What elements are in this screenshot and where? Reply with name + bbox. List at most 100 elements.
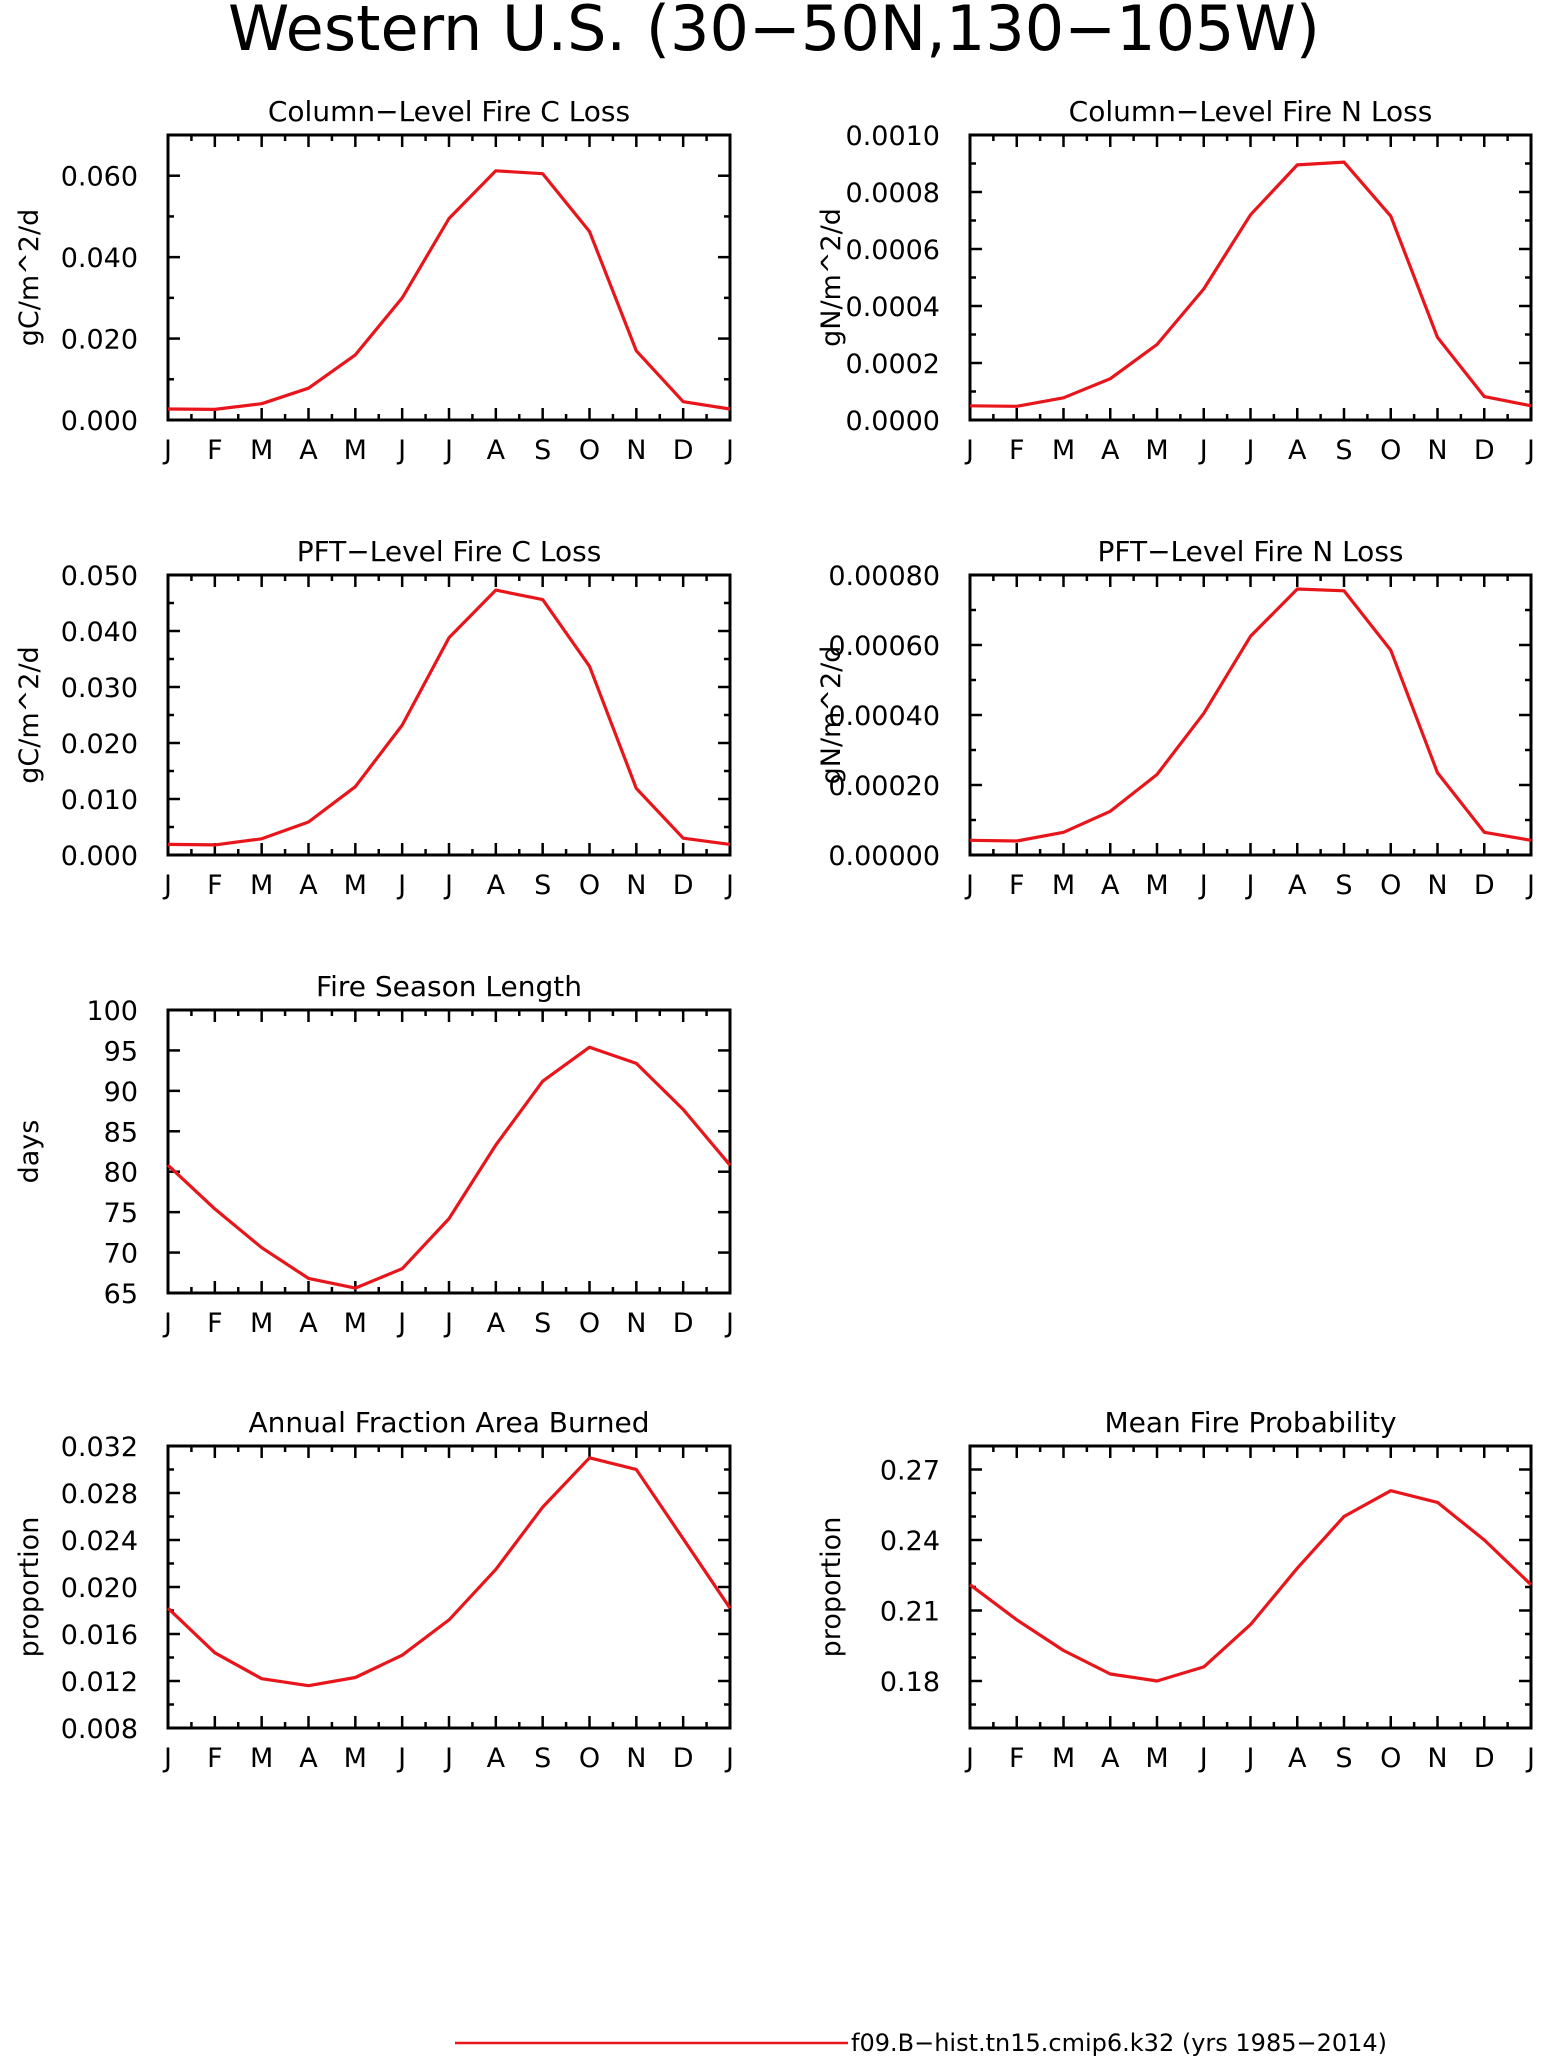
- y-tick-label: 0.020: [61, 1573, 138, 1604]
- y-tick-label: 0.020: [61, 729, 138, 760]
- x-tick-label: J: [443, 1308, 453, 1339]
- x-tick-label: D: [673, 435, 694, 466]
- x-tick-label: J: [1525, 870, 1535, 901]
- y-axis-label: gC/m^2/d: [14, 209, 45, 346]
- y-tick-label: 85: [104, 1117, 138, 1148]
- x-tick-label: A: [299, 435, 318, 466]
- x-tick-label: N: [626, 870, 646, 901]
- x-tick-label: M: [250, 1743, 273, 1774]
- x-tick-label: N: [1427, 1743, 1447, 1774]
- x-tick-label: J: [724, 1743, 734, 1774]
- x-tick-label: A: [1288, 1743, 1307, 1774]
- x-tick-label: D: [1474, 1743, 1495, 1774]
- x-tick-label: S: [1335, 435, 1352, 466]
- x-tick-label: A: [487, 435, 506, 466]
- x-tick-label: D: [1474, 435, 1495, 466]
- x-tick-label: A: [1101, 1743, 1120, 1774]
- x-tick-label: N: [1427, 435, 1447, 466]
- y-tick-label: 0.18: [880, 1667, 940, 1698]
- y-tick-label: 0.0002: [846, 349, 940, 380]
- x-tick-label: J: [1525, 435, 1535, 466]
- x-tick-label: N: [1427, 870, 1447, 901]
- x-tick-label: O: [1380, 1743, 1401, 1774]
- plot-frame: [166, 1008, 732, 1295]
- x-tick-label: M: [344, 1743, 367, 1774]
- x-tick-label: S: [534, 1308, 551, 1339]
- y-tick-label: 0.00080: [828, 561, 940, 592]
- x-tick-label: A: [1288, 435, 1307, 466]
- y-tick-label: 0.0010: [846, 121, 940, 152]
- y-tick-label: 0.00040: [828, 701, 940, 732]
- x-tick-label: J: [1198, 870, 1208, 901]
- y-tick-label: 0.040: [61, 617, 138, 648]
- y-tick-label: 65: [104, 1279, 138, 1310]
- x-tick-label: F: [207, 1308, 223, 1339]
- x-tick-label: S: [1335, 1743, 1352, 1774]
- series-line: [969, 587, 1532, 843]
- y-tick-label: 0.050: [61, 561, 138, 592]
- plot-frame: [166, 573, 732, 857]
- x-tick-label: J: [162, 435, 172, 466]
- chart-panel-4: J F M A M J J A S O N D J0.000000.000200.000400.0006…: [816, 535, 1535, 901]
- series-line: [166, 1045, 732, 1290]
- y-tick-label: 0.040: [61, 243, 138, 274]
- x-tick-label: A: [1288, 870, 1307, 901]
- x-tick-label: D: [1474, 870, 1495, 901]
- x-tick-label: N: [626, 1743, 646, 1774]
- legend: f09.B−hist.tn15.cmip6.k32 (yrs 1985−2014…: [455, 2029, 1387, 2057]
- x-tick-label: J: [443, 870, 453, 901]
- series-line: [167, 588, 731, 847]
- x-tick-label: J: [396, 435, 406, 466]
- x-tick-label: J: [964, 1743, 974, 1774]
- x-tick-label: J: [1198, 435, 1208, 466]
- series-line: [969, 160, 1532, 408]
- x-tick-label: D: [673, 870, 694, 901]
- x-tick-label: M: [1145, 1743, 1168, 1774]
- panel-title: Annual Fraction Area Burned: [249, 1406, 650, 1439]
- x-tick-label: O: [579, 1743, 600, 1774]
- y-tick-label: 80: [104, 1158, 138, 1189]
- panel-title: PFT−Level Fire N Loss: [1097, 535, 1403, 568]
- y-tick-label: 0.0000: [846, 406, 940, 437]
- series-line: [167, 169, 731, 411]
- x-tick-label: J: [396, 1743, 406, 1774]
- y-tick-label: 70: [104, 1239, 138, 1270]
- y-tick-label: 0.0004: [846, 292, 940, 323]
- y-tick-label: 0.028: [61, 1479, 138, 1510]
- x-tick-label: M: [250, 1308, 273, 1339]
- x-tick-label: J: [396, 870, 406, 901]
- x-tick-label: M: [344, 435, 367, 466]
- panel-title: Fire Season Length: [316, 970, 582, 1003]
- x-tick-label: M: [1052, 870, 1075, 901]
- y-tick-label: 0.27: [880, 1456, 940, 1487]
- x-tick-label: O: [1380, 435, 1401, 466]
- x-tick-label: M: [250, 435, 273, 466]
- series-line: [166, 1456, 732, 1688]
- x-tick-label: J: [162, 870, 172, 901]
- panel-title: Column−Level Fire N Loss: [1069, 95, 1433, 128]
- y-tick-label: 0.060: [61, 162, 138, 193]
- x-tick-label: A: [1101, 870, 1120, 901]
- x-tick-label: J: [964, 870, 974, 901]
- y-tick-label: 0.00020: [828, 771, 940, 802]
- x-tick-label: J: [724, 435, 734, 466]
- x-tick-label: A: [299, 1308, 318, 1339]
- plot-frame: [166, 133, 732, 422]
- x-tick-label: M: [250, 870, 273, 901]
- y-tick-label: 0.016: [61, 1620, 138, 1651]
- panel-title: Mean Fire Probability: [1104, 1406, 1396, 1439]
- x-tick-label: J: [724, 870, 734, 901]
- y-axis-label: gN/m^2/d: [816, 646, 847, 785]
- x-tick-label: M: [1052, 435, 1075, 466]
- y-axis-label: days: [14, 1120, 45, 1184]
- y-tick-label: 0.00000: [828, 841, 940, 872]
- x-tick-label: O: [579, 870, 600, 901]
- x-tick-label: M: [344, 1308, 367, 1339]
- chart-panel-2: J F M A M J J A S O N D J0.00000.00020.00040.00060.0…: [816, 95, 1535, 466]
- x-tick-label: S: [534, 435, 551, 466]
- x-tick-label: J: [396, 1308, 406, 1339]
- x-tick-label: D: [673, 1308, 694, 1339]
- x-tick-label: M: [1145, 435, 1168, 466]
